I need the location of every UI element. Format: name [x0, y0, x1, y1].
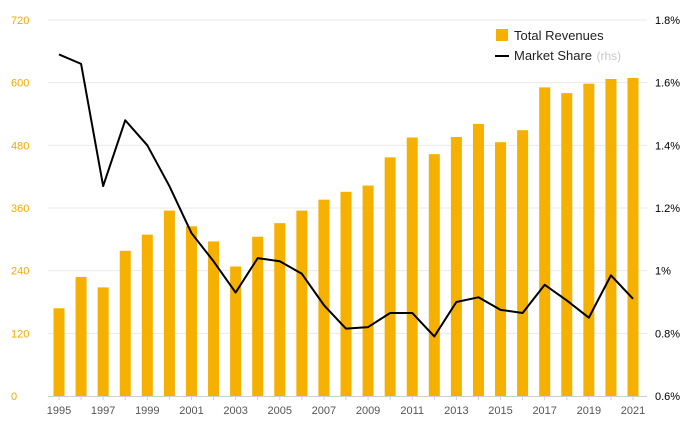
- revenue-bar: [605, 79, 616, 396]
- y-left-tick-label: 120: [11, 328, 29, 340]
- y-right-tick-label: 1.6%: [655, 78, 680, 90]
- legend-swatch-total-revenues: [496, 29, 508, 41]
- y-left-tick-label: 480: [11, 140, 29, 152]
- y-right-tick-label: 1.4%: [655, 140, 680, 152]
- revenue-bar: [318, 200, 329, 396]
- y-left-tick-label: 0: [11, 391, 17, 403]
- revenue-bar: [252, 237, 263, 396]
- revenue-bar: [186, 226, 197, 396]
- legend-market-share-name: Market Share: [514, 48, 592, 63]
- x-tick-label: 2003: [223, 405, 247, 417]
- x-tick-label: 2009: [356, 405, 380, 417]
- legend-market-share-suffix: (rhs): [597, 49, 622, 63]
- y-right-tick-label: 1.8%: [655, 15, 680, 27]
- revenue-bar: [363, 186, 374, 396]
- revenue-bar: [120, 251, 131, 396]
- legend-label-total-revenues: Total Revenues: [514, 28, 604, 43]
- revenue-bar: [473, 124, 484, 396]
- x-tick-label: 1997: [91, 405, 115, 417]
- revenue-bar: [76, 277, 87, 396]
- x-tick-label: 1999: [135, 405, 159, 417]
- revenue-bar: [54, 308, 65, 396]
- y-left-tick-label: 360: [11, 203, 29, 215]
- x-tick-label: 2007: [312, 405, 336, 417]
- revenue-bar: [561, 93, 572, 396]
- y-left-tick-label: 720: [11, 15, 29, 27]
- revenue-bar: [451, 137, 462, 396]
- y-right-tick-label: 0.6%: [655, 391, 680, 403]
- x-tick-label: 2013: [444, 405, 468, 417]
- legend: Total Revenues Market Share (rhs): [495, 28, 621, 64]
- y-right-tick-label: 1.2%: [655, 203, 680, 215]
- revenue-bar: [429, 154, 440, 396]
- revenue-bar: [142, 235, 153, 396]
- revenue-bars: [54, 78, 639, 396]
- x-tick-label: 2015: [488, 405, 512, 417]
- x-tick-label: 2005: [268, 405, 292, 417]
- y-left-tick-label: 240: [11, 266, 29, 278]
- legend-label-market-share: Market Share (rhs): [514, 47, 621, 64]
- revenue-bar: [517, 130, 528, 396]
- revenue-bar: [98, 287, 109, 396]
- revenue-bar: [296, 211, 307, 396]
- revenue-bar: [341, 192, 352, 396]
- x-tick-label: 2021: [621, 405, 645, 417]
- revenue-bar: [495, 142, 506, 396]
- revenue-bar: [164, 211, 175, 396]
- revenue-bar: [583, 84, 594, 396]
- x-tick-label: 2001: [179, 405, 203, 417]
- revenue-bar: [407, 138, 418, 397]
- x-tick-label: 2011: [400, 405, 424, 417]
- y-right-tick-label: 1%: [655, 266, 671, 278]
- revenue-bar: [274, 223, 285, 396]
- revenue-bar: [539, 87, 550, 396]
- revenue-bar: [208, 241, 219, 396]
- x-tick-label: 2017: [532, 405, 556, 417]
- revenue-bar: [628, 78, 639, 396]
- y-left-tick-label: 600: [11, 78, 29, 90]
- revenue-bar: [385, 157, 396, 396]
- x-tick-label: 1995: [47, 405, 71, 417]
- x-tick-label: 2019: [577, 405, 601, 417]
- y-right-tick-label: 0.8%: [655, 328, 680, 340]
